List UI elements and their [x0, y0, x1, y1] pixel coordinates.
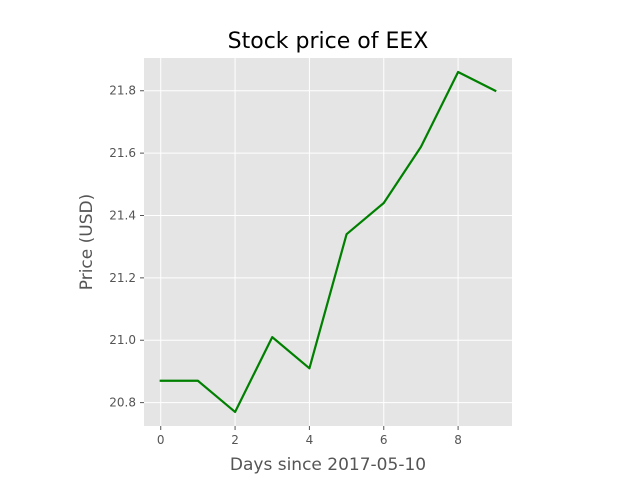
y-tick-label: 20.8 — [109, 396, 136, 410]
grid-layer — [144, 58, 512, 426]
x-tick-label: 0 — [157, 433, 165, 447]
y-tick-label: 21.8 — [109, 84, 136, 98]
y-tick-label: 21.2 — [109, 271, 136, 285]
x-tick-label: 8 — [454, 433, 462, 447]
tick-layer: 0 2 4 6 8 20.8 21.0 21.2 21.4 21.6 21.8 — [109, 84, 462, 447]
x-tick-label: 6 — [380, 433, 388, 447]
y-axis-label: Price (USD) — [77, 194, 97, 290]
x-axis-label: Days since 2017-05-10 — [230, 455, 426, 475]
y-tick-label: 21.0 — [109, 333, 136, 347]
chart-title: Stock price of EEX — [228, 29, 429, 54]
plot-area — [144, 58, 512, 426]
x-tick-label: 4 — [306, 433, 314, 447]
series-layer — [159, 70, 497, 414]
price-line — [159, 70, 497, 414]
x-tick-label: 2 — [231, 433, 239, 447]
y-tick-label: 21.6 — [109, 146, 136, 160]
y-tick-label: 21.4 — [109, 208, 136, 222]
